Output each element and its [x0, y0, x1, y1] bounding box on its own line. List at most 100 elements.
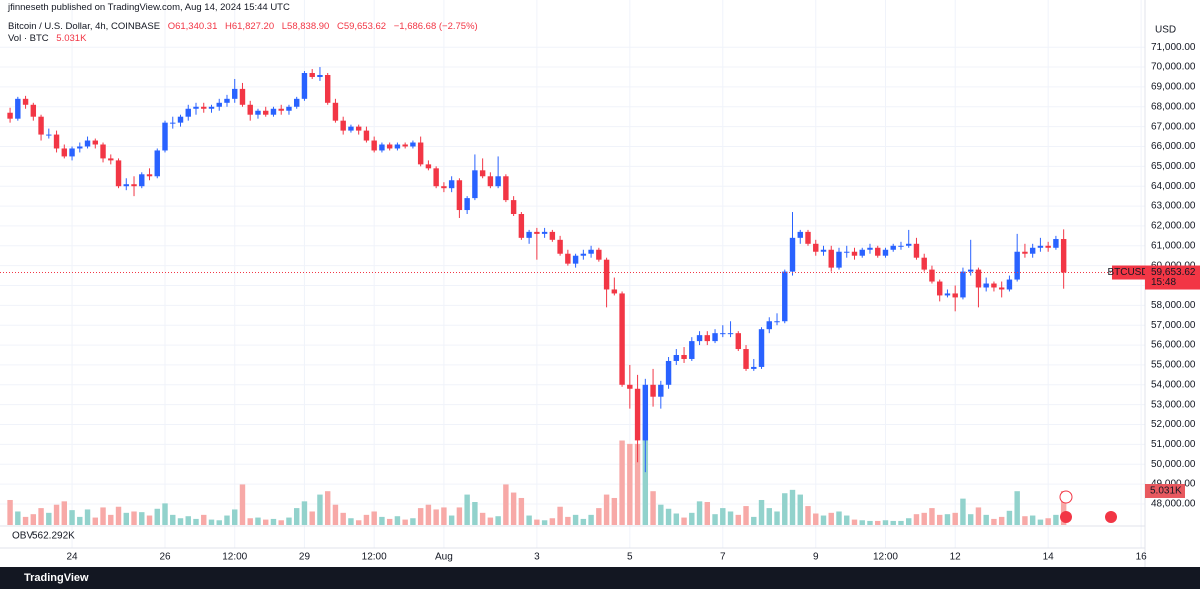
x-tick-label: 3 — [534, 552, 540, 563]
volume-bar — [619, 440, 625, 525]
x-tick-label: 12:00 — [222, 552, 247, 563]
candle-body — [805, 231, 811, 244]
volume-bar — [301, 501, 308, 525]
candle-body — [402, 144, 408, 147]
obv-value: 562.292K — [32, 531, 75, 542]
event-icon[interactable] — [1059, 490, 1073, 504]
volume-bar — [658, 504, 664, 525]
currency: USD — [1155, 25, 1176, 36]
volume-bar — [216, 520, 222, 525]
candle-body — [108, 158, 114, 161]
candle-body — [1037, 245, 1044, 248]
volume-bar — [433, 509, 439, 525]
volume-bar — [596, 508, 602, 525]
x-tick-label: 29 — [299, 552, 311, 563]
volume-bar — [348, 518, 354, 525]
candle-body — [340, 120, 346, 131]
y-tick-label: 61,000.00 — [1151, 240, 1196, 251]
volume-bar — [456, 507, 463, 525]
volume-bar — [53, 504, 60, 525]
candle-body — [665, 360, 672, 385]
y-tick-label: 55,000.00 — [1151, 360, 1196, 371]
candle-body — [634, 388, 641, 441]
x-tick-label: 26 — [159, 552, 171, 563]
volume-bar — [758, 499, 765, 525]
volume-pane — [7, 423, 1067, 525]
candle-body — [77, 146, 83, 149]
candle-body — [185, 108, 191, 117]
volume-bar — [69, 510, 75, 525]
candle-body — [472, 170, 478, 199]
y-tick-label: 58,000.00 — [1151, 300, 1196, 311]
y-tick-label: 62,000.00 — [1151, 221, 1196, 232]
volume-bar — [487, 517, 494, 525]
volume-bar — [534, 519, 540, 525]
candle-body — [758, 329, 765, 367]
candle-body — [650, 384, 656, 397]
volume-bar — [286, 517, 292, 525]
candle-body — [603, 259, 610, 290]
volume-bar — [84, 509, 91, 525]
volume-bar — [805, 506, 811, 525]
volume-bar — [317, 494, 323, 525]
volume-bar — [139, 512, 145, 525]
candle-body — [518, 214, 525, 238]
volume-bar — [61, 501, 68, 525]
volume-bar — [146, 515, 153, 525]
candle-body — [596, 249, 602, 260]
publisher-text: jfinneseth published on TradingView.com,… — [8, 2, 290, 13]
x-tick-label: 12:00 — [873, 552, 898, 563]
candle-body — [1060, 239, 1067, 273]
symbol-tag: BTCUSD — [1107, 267, 1148, 278]
candle-body — [696, 335, 703, 342]
price-tag-bg — [1145, 265, 1200, 290]
ohlc-low: L58,838.90 — [281, 21, 330, 32]
volume-bar — [386, 518, 393, 525]
volume-bar — [681, 517, 687, 525]
candle-body — [1006, 279, 1013, 290]
x-tick-label: 12 — [950, 552, 962, 563]
candle-body — [309, 73, 315, 77]
volume-bar — [309, 511, 315, 525]
volume-bar — [1060, 490, 1067, 525]
volume-bar — [247, 518, 253, 525]
candle-body — [797, 231, 803, 238]
volume-bar — [472, 502, 478, 525]
volume-bar — [952, 512, 958, 525]
volume-bar — [518, 497, 525, 525]
brand[interactable]: TradingView — [24, 572, 89, 584]
candle-body — [882, 249, 889, 256]
candle-body — [386, 144, 393, 149]
volume-bar — [557, 506, 563, 525]
candle-body — [766, 321, 772, 330]
candle-body — [15, 98, 21, 119]
candle-body — [394, 144, 401, 149]
volume-bar — [549, 518, 556, 525]
candle-body — [936, 281, 943, 296]
ohlc-close: C59,653.62 — [336, 21, 387, 32]
y-tick-label: 50,000.00 — [1151, 459, 1196, 470]
y-tick-label: 64,000.00 — [1151, 181, 1196, 192]
candle-body — [681, 355, 687, 359]
candle-body — [38, 116, 44, 135]
candle-body — [875, 247, 881, 256]
event-icon[interactable] — [1060, 511, 1072, 523]
candle-body — [263, 110, 269, 115]
candle-body — [255, 110, 261, 115]
volume-bar — [936, 514, 943, 525]
candle-body — [278, 108, 284, 111]
event-icon[interactable] — [1105, 511, 1117, 523]
candle-body — [193, 106, 199, 109]
volume-bar — [634, 443, 641, 525]
candle-body — [673, 355, 680, 361]
candle-body — [464, 198, 470, 211]
candle-body — [727, 333, 734, 335]
volume-bar — [588, 514, 594, 525]
candle-body — [363, 130, 370, 141]
candle-body — [510, 200, 517, 215]
candle-body — [239, 88, 246, 105]
volume-bar — [441, 507, 447, 525]
volume-bar — [7, 499, 13, 525]
ohlc-legend: Bitcoin / U.S. Dollar, 4h, COINBASE O61,… — [8, 21, 483, 32]
